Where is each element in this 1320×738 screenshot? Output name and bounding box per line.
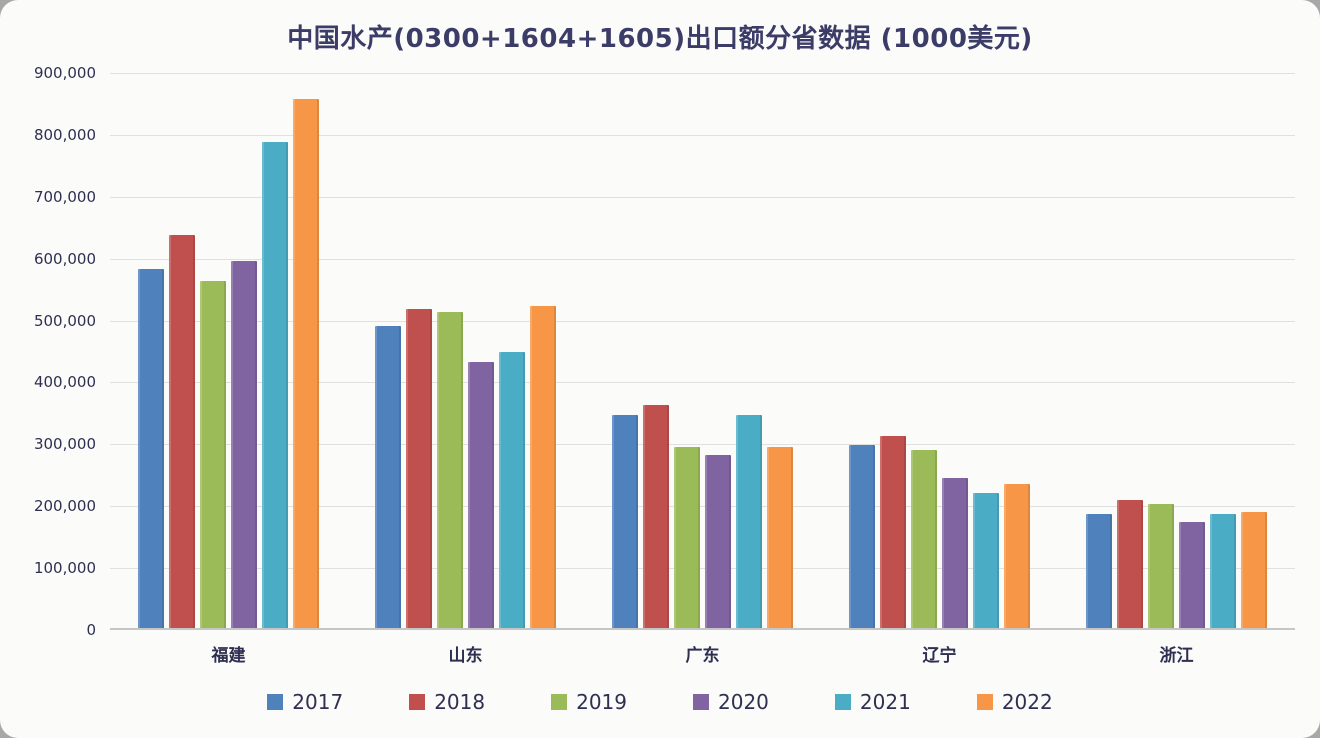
legend-item-2018: 2018: [409, 690, 485, 714]
bar-2017-4: [849, 445, 875, 628]
bar-2019-4: [911, 450, 937, 628]
bar-2019-5: [1148, 504, 1174, 628]
bar-2020-5: [1179, 521, 1205, 628]
bar-group-5: [1086, 73, 1267, 628]
legend-swatch-2018: [409, 694, 426, 710]
gridlines-layer: [110, 73, 1295, 628]
bar-2021-5: [1210, 513, 1236, 628]
legend-item-2022: 2022: [976, 690, 1053, 714]
bar-2019-1: [200, 281, 226, 628]
y-tick-label: 900,000: [33, 64, 96, 82]
bar-2017-5: [1086, 513, 1112, 628]
legend: 2017 2018 2019 2020 2021 2022: [0, 690, 1320, 714]
bar-2017-2: [375, 325, 401, 628]
legend-item-2019: 2019: [551, 690, 627, 714]
y-axis: 900,000 800,000 700,000 600,000 500,000 400,0…: [0, 64, 96, 639]
x-axis-label: 浙江: [1159, 646, 1194, 666]
y-tick-label: 400,000: [33, 373, 96, 392]
gridline: [110, 568, 1295, 570]
bar-2017-1: [138, 269, 164, 628]
bar-2021-1: [262, 142, 288, 628]
bar-2020-2: [468, 361, 494, 628]
bar-2018-2: [406, 309, 432, 628]
x-axis-labels: 福建 山东 广东 辽宁 浙江: [110, 641, 1295, 666]
bar-2022-3: [767, 446, 793, 628]
bar-group-1: [138, 73, 319, 628]
y-tick-label: 600,000: [33, 249, 96, 268]
x-axis-label: 辽宁: [922, 646, 957, 666]
y-tick-label: 100,000: [33, 559, 96, 578]
bar-2018-1: [169, 235, 195, 628]
gridline: [110, 506, 1295, 508]
legend-label-2017: 2017: [292, 690, 344, 714]
legend-swatch-2021: [834, 694, 851, 710]
gridline: [110, 320, 1295, 322]
y-tick-label: 700,000: [33, 187, 96, 206]
gridline: [110, 196, 1295, 198]
bar-2022-1: [293, 98, 319, 628]
legend-swatch-2019: [551, 694, 568, 710]
bar-2020-4: [942, 478, 968, 628]
legend-label-2018: 2018: [434, 690, 486, 714]
legend-item-2020: 2020: [693, 690, 769, 714]
legend-label-2020: 2020: [718, 690, 769, 714]
legend-swatch-2020: [693, 694, 709, 710]
legend-label-2021: 2021: [859, 690, 911, 714]
bar-group-2: [375, 73, 556, 628]
bar-2017-3: [612, 415, 638, 628]
gridline: [110, 73, 1295, 74]
y-tick-label: 500,000: [33, 311, 96, 330]
x-axis-label: 山东: [448, 646, 483, 666]
bar-2021-2: [499, 351, 525, 628]
plot-area: [110, 73, 1295, 630]
bar-2022-5: [1241, 511, 1267, 628]
legend-label-2019: 2019: [576, 690, 627, 714]
bar-group-3: [612, 73, 793, 628]
bar-2019-3: [674, 447, 700, 628]
y-tick-label: 800,000: [33, 125, 96, 144]
bar-2020-1: [231, 261, 257, 628]
gridline: [110, 382, 1295, 384]
x-axis-label: 福建: [211, 646, 246, 666]
y-tick-label: 200,000: [33, 497, 96, 516]
bar-2018-4: [880, 436, 906, 628]
x-axis-label: 广东: [685, 646, 720, 666]
bar-groups: [110, 73, 1295, 628]
bar-2021-3: [736, 415, 762, 628]
bar-2021-4: [973, 493, 999, 628]
bar-2022-2: [530, 306, 556, 628]
legend-item-2021: 2021: [834, 690, 911, 714]
bar-group-4: [849, 73, 1030, 628]
bar-2020-3: [705, 454, 731, 628]
bar-2018-5: [1117, 499, 1143, 628]
legend-label-2022: 2022: [1001, 690, 1053, 714]
legend-swatch-2017: [267, 694, 284, 710]
y-tick-label: 300,000: [33, 435, 96, 454]
gridline: [110, 258, 1295, 260]
legend-swatch-2022: [976, 694, 993, 710]
bar-2018-3: [643, 405, 669, 628]
bar-2022-4: [1004, 484, 1030, 628]
legend-item-2017: 2017: [267, 690, 343, 714]
bar-2019-2: [437, 312, 463, 628]
chart-title: 中国水产(0300+1604+1605)出口额分省数据 (1000美元): [287, 24, 1033, 54]
gridline: [110, 134, 1295, 136]
y-tick-label: 0: [86, 621, 96, 639]
gridline: [110, 444, 1295, 446]
